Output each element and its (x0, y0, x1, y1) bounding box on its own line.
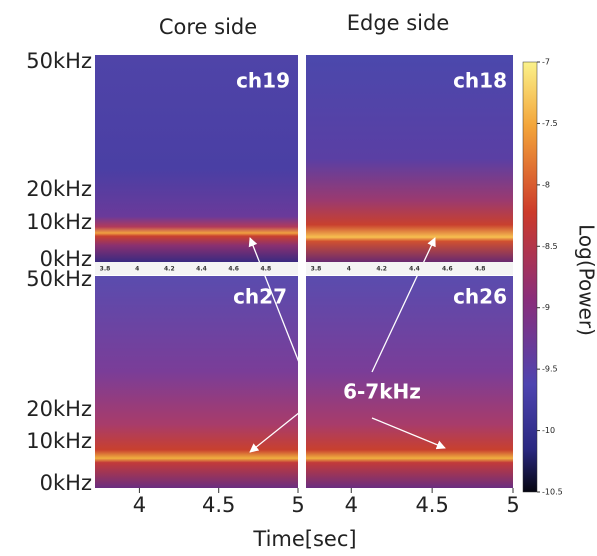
colorbar-tick-label: -10.5 (542, 488, 563, 497)
panel-label: ch27 (233, 285, 287, 309)
y-tick-label: 50kHz (26, 49, 92, 73)
x-axis-label: Time[sec] (252, 527, 356, 551)
inset-tick-label: 4.4 (196, 266, 207, 273)
x-tick-label: 4 (345, 493, 358, 517)
y-tick-label: 10kHz (26, 429, 92, 453)
inset-tick-label: 4.6 (442, 266, 453, 273)
y-tick-label: 0kHz (40, 471, 92, 495)
x-tick-label: 5 (291, 493, 304, 517)
inset-axis (306, 262, 513, 275)
colorbar-tick-label: -7 (542, 58, 550, 67)
panel-label: ch18 (453, 69, 507, 93)
spectrogram (95, 276, 298, 488)
inset-axis (95, 262, 298, 275)
colorbar-label: Log(Power) (575, 224, 597, 336)
colorbar-tick-label: -10 (542, 426, 555, 435)
column-title: Edge side (347, 11, 450, 35)
panel-label: ch19 (236, 69, 290, 93)
spectrogram (306, 276, 513, 488)
inset-tick-label: 4.4 (409, 266, 420, 273)
colorbar-tick-label: -7.5 (542, 119, 558, 128)
annotation: 6-7kHz (343, 380, 421, 404)
inset-tick-label: 3.8 (311, 266, 322, 273)
inset-tick-label: 3.8 (100, 266, 111, 273)
colorbar-tick-label: -8 (542, 180, 550, 189)
x-tick-label: 4.5 (415, 493, 448, 517)
inset-tick-label: 4 (135, 266, 139, 273)
y-tick-label: 20kHz (26, 177, 92, 201)
x-tick-label: 4.5 (202, 493, 235, 517)
inset-tick-label: 4.2 (164, 266, 175, 273)
spectrogram (95, 55, 298, 262)
inset-tick-label: 4 (347, 266, 351, 273)
colorbar-tick-label: -9.5 (542, 365, 558, 374)
x-tick-label: 4 (133, 493, 146, 517)
inset-tick-label: 4.6 (228, 266, 239, 273)
y-tick-label: 0kHz (40, 247, 92, 271)
colorbar-tick-label: -8.5 (542, 242, 558, 251)
colorbar-tick-label: -9 (542, 303, 550, 312)
colorbar (522, 61, 538, 493)
spectrogram (306, 55, 513, 262)
x-tick-label: 5 (506, 493, 519, 517)
arrows (248, 237, 446, 453)
inset-tick-label: 4.8 (475, 266, 486, 273)
y-tick-label: 50kHz (26, 267, 92, 291)
inset-tick-label: 4.2 (376, 266, 387, 273)
panel-label: ch26 (453, 285, 507, 309)
y-tick-label: 20kHz (26, 397, 92, 421)
column-title: Core side (159, 15, 257, 39)
y-tick-label: 10kHz (26, 210, 92, 234)
inset-tick-label: 4.8 (261, 266, 272, 273)
